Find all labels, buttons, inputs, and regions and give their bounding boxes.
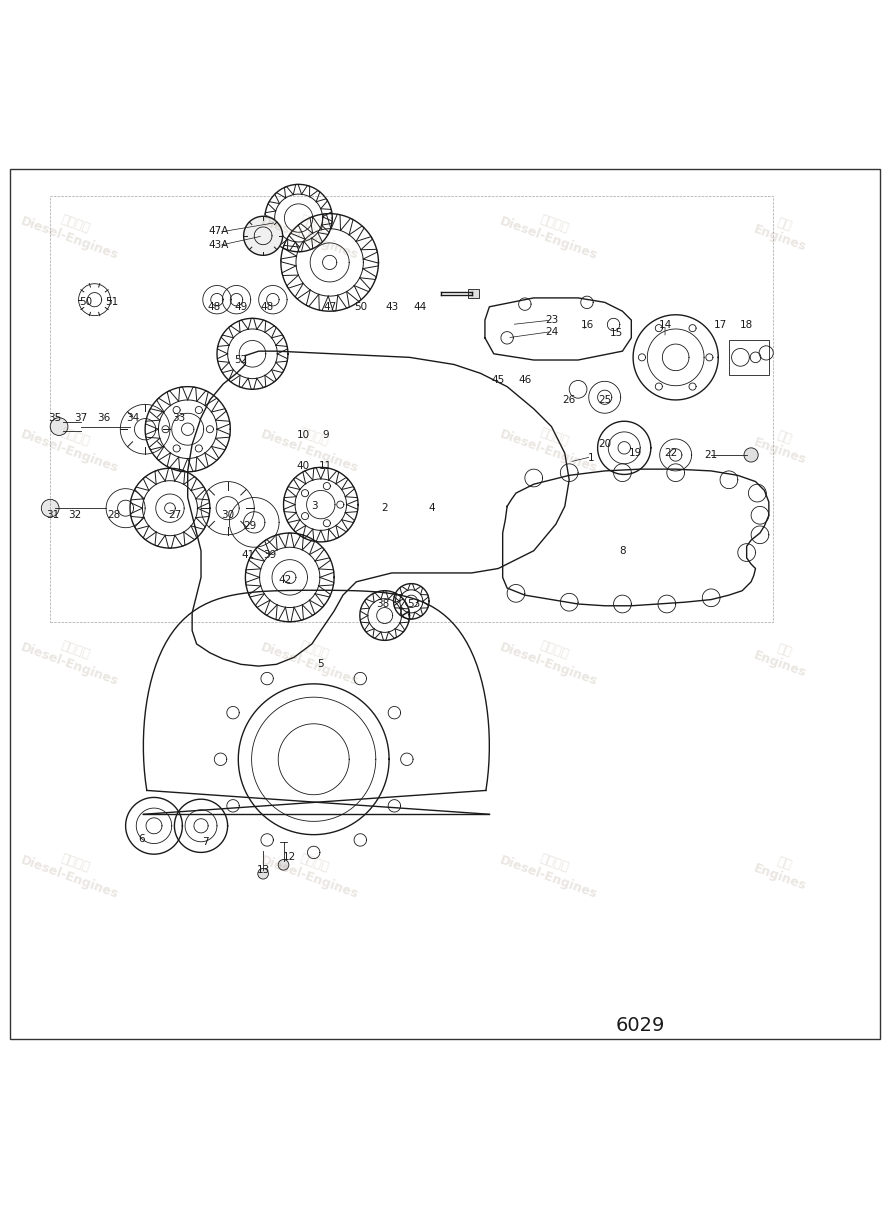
Circle shape bbox=[50, 418, 68, 435]
Text: 32: 32 bbox=[69, 510, 82, 521]
Text: 31: 31 bbox=[46, 510, 60, 521]
Text: 51: 51 bbox=[106, 297, 119, 307]
Text: 柴发动力
Diesel-Engines: 柴发动力 Diesel-Engines bbox=[19, 413, 125, 475]
Text: 43: 43 bbox=[385, 302, 399, 312]
Text: 23: 23 bbox=[545, 315, 558, 325]
Text: 35: 35 bbox=[48, 413, 61, 423]
Text: 53: 53 bbox=[408, 599, 421, 609]
Text: 9: 9 bbox=[322, 430, 328, 441]
Text: 6: 6 bbox=[138, 834, 145, 844]
Text: 46: 46 bbox=[518, 374, 531, 384]
Text: 43A: 43A bbox=[208, 239, 229, 250]
Text: 柴发动力
Diesel-Engines: 柴发动力 Diesel-Engines bbox=[19, 627, 125, 689]
Text: 动力
Engines: 动力 Engines bbox=[751, 209, 813, 254]
Text: 柴发动力
Diesel-Engines: 柴发动力 Diesel-Engines bbox=[259, 840, 365, 901]
Text: 柴发动力
Diesel-Engines: 柴发动力 Diesel-Engines bbox=[259, 201, 365, 262]
Text: 47: 47 bbox=[323, 302, 336, 312]
Circle shape bbox=[258, 869, 269, 879]
Text: 16: 16 bbox=[580, 320, 594, 330]
Text: 柴发动力
Diesel-Engines: 柴发动力 Diesel-Engines bbox=[498, 413, 604, 475]
Polygon shape bbox=[244, 216, 283, 255]
Text: 柴发动力
Diesel-Engines: 柴发动力 Diesel-Engines bbox=[498, 201, 604, 262]
Text: 28: 28 bbox=[108, 510, 121, 521]
Text: 22: 22 bbox=[665, 448, 678, 458]
Text: 36: 36 bbox=[97, 413, 110, 423]
Text: 27: 27 bbox=[168, 510, 181, 521]
Text: 2: 2 bbox=[381, 504, 388, 513]
Text: 50: 50 bbox=[354, 302, 368, 312]
Text: 21: 21 bbox=[705, 449, 718, 460]
Text: 18: 18 bbox=[740, 320, 753, 330]
Text: 39: 39 bbox=[263, 550, 277, 561]
Text: 12: 12 bbox=[283, 852, 296, 861]
Text: 10: 10 bbox=[296, 430, 310, 441]
Text: 17: 17 bbox=[714, 320, 726, 330]
Text: 柴发动力
Diesel-Engines: 柴发动力 Diesel-Engines bbox=[19, 201, 125, 262]
Text: 柴发动力
Diesel-Engines: 柴发动力 Diesel-Engines bbox=[498, 840, 604, 901]
Text: 47A: 47A bbox=[208, 226, 229, 237]
Text: 41: 41 bbox=[241, 550, 255, 561]
Text: 45: 45 bbox=[491, 374, 505, 384]
Text: 14: 14 bbox=[659, 320, 672, 330]
Text: 40: 40 bbox=[296, 461, 310, 471]
Bar bbox=[468, 289, 479, 298]
Text: 动力
Engines: 动力 Engines bbox=[751, 634, 813, 680]
Text: 50: 50 bbox=[79, 297, 93, 307]
Text: 48: 48 bbox=[261, 302, 274, 312]
Text: 动力
Engines: 动力 Engines bbox=[751, 848, 813, 893]
Text: 7: 7 bbox=[202, 837, 209, 847]
Text: 24: 24 bbox=[545, 326, 558, 337]
Text: 42: 42 bbox=[279, 575, 292, 585]
Text: 柴发动力
Diesel-Engines: 柴发动力 Diesel-Engines bbox=[259, 627, 365, 689]
Text: 6029: 6029 bbox=[616, 1016, 665, 1035]
Text: 20: 20 bbox=[598, 440, 611, 449]
Text: 29: 29 bbox=[243, 521, 256, 532]
Bar bbox=[729, 339, 769, 376]
Text: 柴发动力
Diesel-Engines: 柴发动力 Diesel-Engines bbox=[259, 413, 365, 475]
Text: 34: 34 bbox=[126, 413, 140, 423]
Text: 38: 38 bbox=[376, 599, 390, 609]
Circle shape bbox=[279, 860, 289, 870]
Text: 柴发动力
Diesel-Engines: 柴发动力 Diesel-Engines bbox=[19, 840, 125, 901]
Text: 33: 33 bbox=[172, 413, 185, 423]
Text: 4: 4 bbox=[428, 504, 435, 513]
Text: 11: 11 bbox=[319, 461, 332, 471]
Text: 37: 37 bbox=[75, 413, 88, 423]
Text: 8: 8 bbox=[619, 546, 626, 556]
Text: 25: 25 bbox=[598, 395, 611, 405]
Text: 49: 49 bbox=[234, 302, 247, 312]
Text: 48: 48 bbox=[207, 302, 221, 312]
Text: 1: 1 bbox=[588, 453, 595, 463]
Circle shape bbox=[41, 499, 59, 517]
Text: 3: 3 bbox=[312, 501, 318, 511]
Text: 柴发动力
Diesel-Engines: 柴发动力 Diesel-Engines bbox=[498, 627, 604, 689]
Text: 13: 13 bbox=[256, 865, 270, 875]
Text: 15: 15 bbox=[610, 329, 623, 338]
Text: 动力
Engines: 动力 Engines bbox=[751, 422, 813, 466]
Text: 30: 30 bbox=[221, 510, 234, 521]
Text: 19: 19 bbox=[629, 448, 643, 458]
Text: 26: 26 bbox=[562, 395, 576, 405]
Text: 44: 44 bbox=[414, 302, 427, 312]
Circle shape bbox=[744, 448, 758, 461]
Text: 52: 52 bbox=[234, 355, 247, 365]
Text: 5: 5 bbox=[318, 660, 324, 669]
